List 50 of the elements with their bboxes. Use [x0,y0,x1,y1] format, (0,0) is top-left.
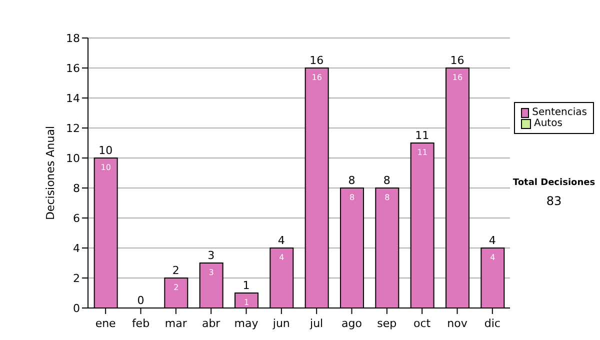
data-label: 1 [244,298,250,307]
total-label: 8 [383,174,390,187]
y-tick-label: 0 [73,302,80,315]
x-tick-label: ago [342,317,362,330]
x-tick-label: feb [132,317,150,330]
total-label: 4 [278,234,285,247]
total-label: 0 [137,294,144,307]
x-tick-label: oct [414,317,432,330]
legend-label: Autos [534,118,562,129]
x-tick-label: jul [309,317,324,330]
text: 83 [545,194,563,208]
data-label: 3 [208,268,214,277]
x-tick-label: dic [484,317,500,330]
x-tick-label: ene [95,317,116,330]
data-label: 4 [490,253,496,262]
data-label: 4 [279,253,284,262]
x-tick-label: mar [164,317,188,330]
data-label: 10 [100,163,111,172]
legend-label: Sentencias [532,107,587,118]
data-label: 16 [452,73,463,82]
x-tick-label: abr [202,317,221,330]
x-tick-label: sep [377,317,397,330]
text: Total Decisiones [512,178,596,188]
x-tick-label: nov [447,317,468,330]
total-label: 2 [172,264,180,277]
y-tick-label: 4 [73,242,80,255]
y-tick-label: 12 [66,122,80,135]
total-label: 16 [450,54,464,67]
y-tick-label: 6 [73,212,80,225]
total-label: 11 [415,129,430,142]
data-label: 11 [417,148,428,157]
y-tick-label: 18 [66,32,80,45]
y-tick-label: 8 [73,182,80,195]
data-label: 8 [349,193,355,202]
data-label: 16 [312,73,322,82]
total-label: 16 [310,54,324,67]
data-label: 8 [384,193,390,202]
total-label: 10 [98,144,113,157]
y-tick-label: 16 [66,62,80,75]
x-tick-label: jun [272,317,290,330]
y-tick-label: 10 [66,152,80,165]
y-tick-label: 2 [73,272,80,285]
total-label: 1 [242,279,250,292]
total-label: 4 [488,234,496,247]
y-axis-title: Decisiones Anual [44,126,57,220]
data-label: 2 [174,283,179,292]
x-tick-label: may [234,317,259,330]
total-label: 8 [348,174,356,187]
y-tick-label: 14 [66,92,80,105]
total-label: 3 [208,249,215,262]
